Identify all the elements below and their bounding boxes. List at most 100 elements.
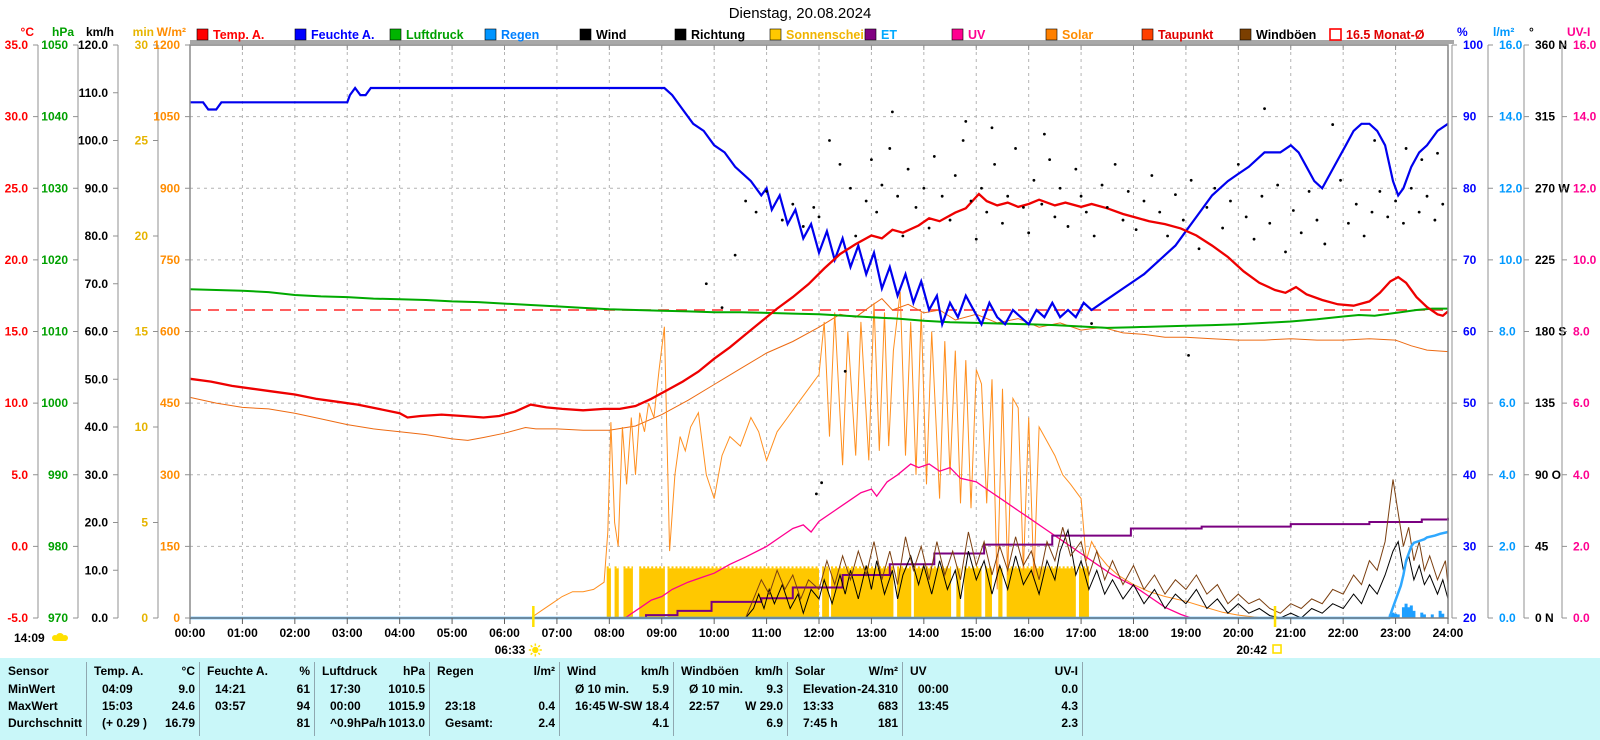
x-axis-label: 06:00 — [489, 626, 520, 640]
series-richtung — [780, 218, 784, 222]
series-richtung — [754, 210, 758, 214]
series-sonnenschein — [822, 568, 829, 618]
series-richtung — [948, 218, 952, 222]
cell-Feuchte A.-max-time: 03:57 — [215, 699, 246, 713]
legend-label-Feuchte A.: Feuchte A. — [311, 28, 374, 42]
axis-value: 80 — [1463, 181, 1477, 195]
series-taupunkt — [189, 297, 1449, 441]
axis-value: 25 — [135, 134, 149, 148]
series-richtung — [1291, 209, 1295, 212]
axis-value: 100 — [1463, 38, 1483, 52]
cell-Temp. A.-max-value: 24.6 — [171, 699, 195, 713]
col-header-Solar: Solar — [795, 664, 826, 678]
cell-Windböen-max-value: W 29.0 — [744, 699, 783, 713]
cell-UV-min-value: 0.0 — [1061, 682, 1078, 696]
x-axis-label: 15:00 — [961, 626, 992, 640]
axis-value: 0.0 — [1499, 611, 1516, 625]
cell-UV-min-time: 00:00 — [918, 682, 949, 696]
series-richtung — [1053, 215, 1057, 219]
series-richtung — [974, 237, 978, 241]
series-richtung — [1048, 158, 1052, 162]
series-richtung — [1181, 218, 1185, 222]
axis-value: 40 — [1463, 468, 1477, 482]
axis-value: 4.0 — [1499, 468, 1516, 482]
cell-Regen-max-time: 23:18 — [445, 699, 476, 713]
legend-swatch-Taupunkt — [1141, 28, 1154, 41]
axis-value: 30.0 — [5, 110, 29, 124]
series-richtung — [985, 210, 989, 214]
cell-Wind-avg-value: 4.1 — [652, 716, 669, 730]
series-richtung — [901, 234, 905, 238]
series-richtung — [1074, 167, 1078, 171]
series-richtung — [1079, 194, 1083, 198]
series-richtung — [1236, 162, 1240, 166]
legend-swatch-Temp. A. — [196, 28, 209, 41]
series-richtung — [1187, 353, 1190, 357]
axis-value: 750 — [160, 253, 180, 267]
series-richtung — [1409, 186, 1413, 190]
axis-value: 970 — [48, 611, 68, 625]
legend-label-16.5 Monat-Ø: 16.5 Monat-Ø — [1346, 28, 1425, 42]
series-richtung — [896, 194, 900, 198]
axis-value: 12.0 — [1499, 181, 1523, 195]
cell-Solar-avg-value: 181 — [877, 716, 898, 730]
axis-value: 1030 — [41, 181, 68, 195]
series-richtung — [888, 147, 892, 150]
axis-value: 50.0 — [85, 372, 109, 386]
legend-swatch-Luftdruck — [389, 28, 402, 41]
axis-unit-W/m²: W/m² — [157, 25, 186, 39]
col-unit-Feuchte A.: % — [299, 664, 310, 678]
series-richtung — [1221, 226, 1225, 230]
series-richtung — [1027, 231, 1031, 235]
axis-value: 10.0 — [85, 563, 109, 577]
x-axis-label: 10:00 — [699, 626, 730, 640]
cell-Solar-min-value: -24.310 — [857, 682, 898, 696]
x-axis-label: 11:00 — [752, 626, 782, 640]
series-richtung — [1100, 183, 1104, 187]
series-richtung — [1339, 178, 1342, 182]
series-richtung — [1006, 194, 1010, 198]
cell-Luftdruck-min-time: 17:30 — [330, 682, 361, 696]
axis-unit-UV-I: UV-I — [1567, 25, 1590, 39]
series-windboeen — [190, 479, 1449, 619]
series-richtung — [1042, 132, 1046, 136]
series-richtung — [1433, 218, 1437, 222]
cell-Luftdruck-min-value: 1010.5 — [388, 682, 425, 696]
table-separator — [559, 662, 560, 736]
series-sonnenschein — [1006, 568, 1076, 618]
axis-value: 0 N — [1535, 611, 1554, 625]
axis-value: 6.0 — [1573, 396, 1590, 410]
series-richtung — [1058, 186, 1062, 190]
axis-value: 5.0 — [11, 468, 28, 482]
x-axis-label: 04:00 — [384, 626, 415, 640]
table-separator — [429, 662, 430, 736]
series-richtung — [1362, 234, 1366, 238]
axis-value: 14.0 — [1573, 110, 1597, 124]
cell-Temp. A.-min-value: 9.0 — [178, 682, 195, 696]
series-richtung — [870, 158, 873, 162]
sunrise-time: 06:33 — [495, 643, 526, 657]
axis-value: 30 — [135, 38, 149, 52]
x-axis-label: 00:00 — [175, 626, 206, 640]
series-richtung — [1347, 221, 1350, 225]
axis-value: 0 — [173, 611, 180, 625]
axis-value: 120.0 — [78, 38, 108, 52]
series-richtung — [1420, 158, 1424, 162]
axis-value: 20 — [135, 229, 149, 243]
axis-value: 1000 — [41, 396, 68, 410]
axis-value: 0.0 — [1573, 611, 1590, 625]
col-header-Temp. A.: Temp. A. — [94, 664, 144, 678]
series-sonnenschein — [964, 568, 982, 618]
series-richtung — [720, 306, 724, 310]
cell-Wind-max-value: W-SW 18.4 — [607, 699, 669, 713]
axis-value: 20.0 — [5, 253, 29, 267]
series-richtung — [990, 126, 994, 130]
series-regen-balken — [1422, 614, 1426, 618]
series-richtung — [1150, 174, 1154, 177]
axis-value: 16.0 — [1573, 38, 1597, 52]
series-richtung — [1174, 193, 1177, 197]
series-richtung — [1113, 162, 1117, 166]
series-regen-balken — [1412, 610, 1416, 618]
axis-value: 20 — [1463, 611, 1477, 625]
series-richtung — [1425, 194, 1429, 198]
